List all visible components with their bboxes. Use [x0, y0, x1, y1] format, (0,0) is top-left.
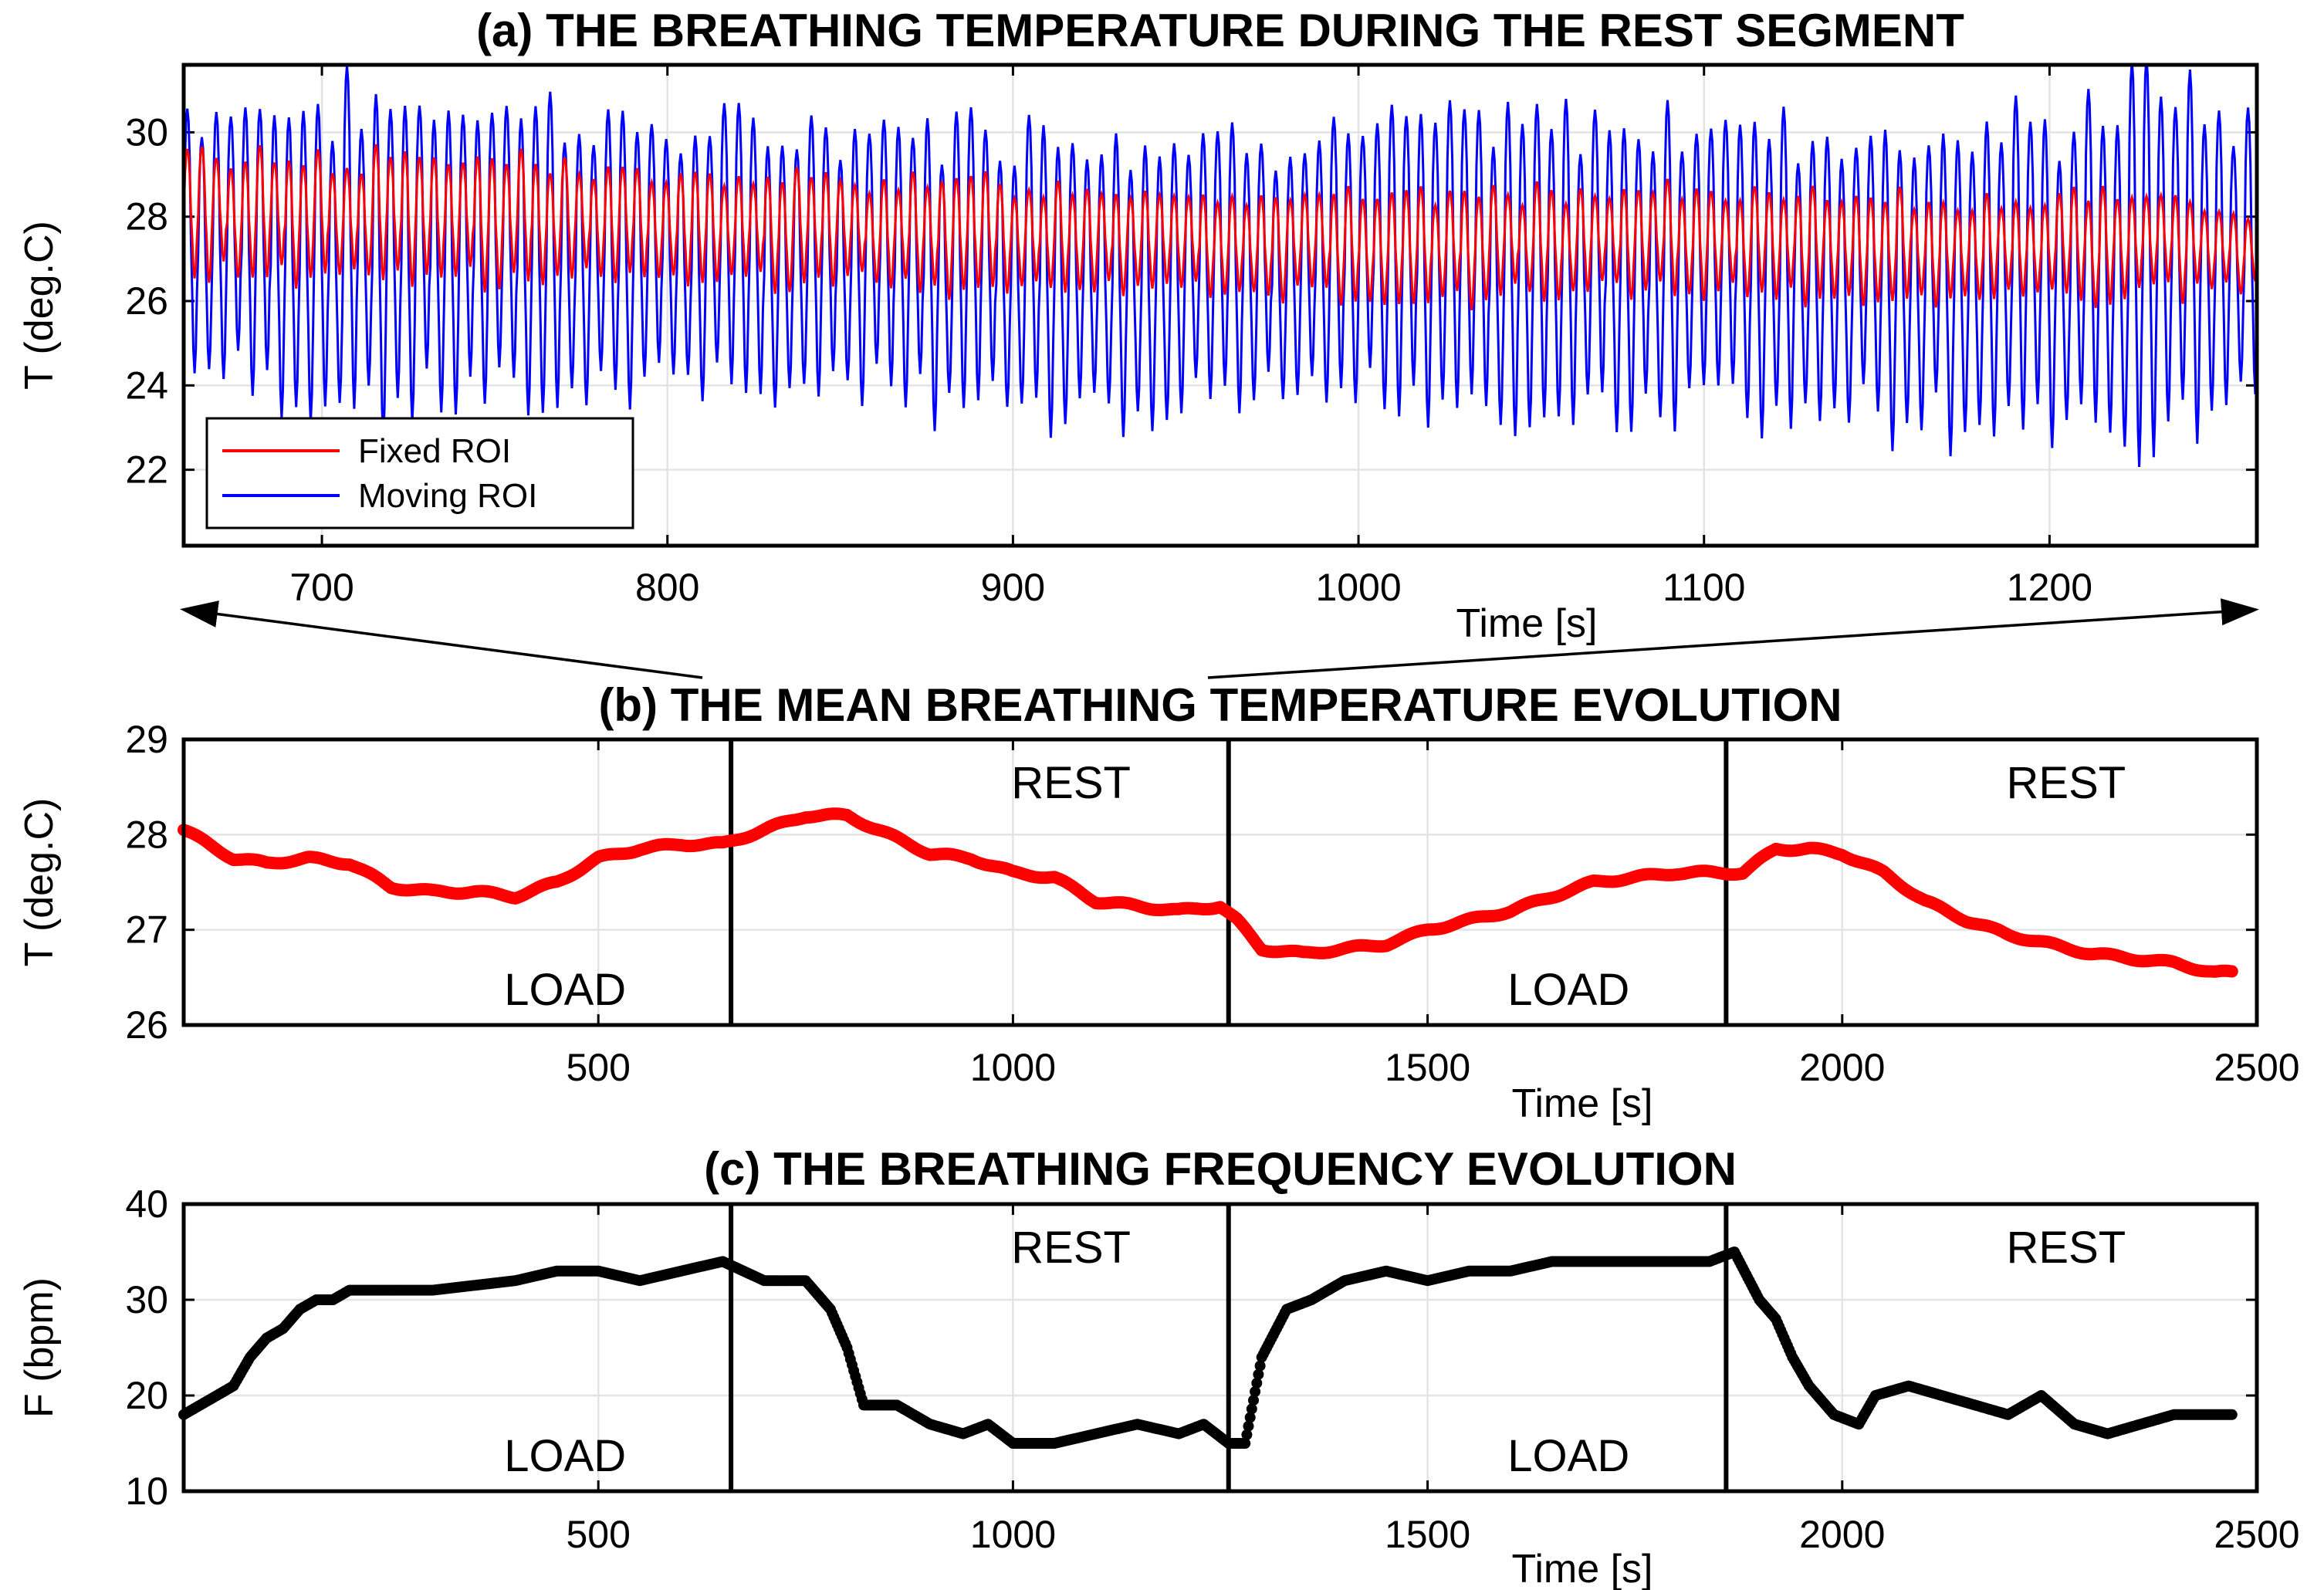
y-tick-label: 40 — [125, 1182, 168, 1226]
x-tick-label: 1100 — [1663, 566, 1746, 609]
segment-label-rest: REST — [2007, 758, 2126, 808]
series-dots — [178, 1247, 2238, 1449]
zoom-arrow-right — [1207, 598, 2259, 679]
x-tick-label: 700 — [289, 566, 354, 609]
x-tick-label: 1000 — [1315, 566, 1401, 609]
data-point — [1248, 1395, 1259, 1406]
legend: Fixed ROI Moving ROI — [205, 417, 634, 529]
chart-title: (b) THE MEAN BREATHING TEMPERATURE EVOLU… — [598, 679, 1842, 731]
y-tick-label: 22 — [125, 448, 168, 492]
data-point — [1254, 1360, 1266, 1372]
x-tick-label: 1000 — [970, 1046, 1056, 1089]
y-tick-label: 28 — [125, 195, 168, 238]
y-tick-label: 26 — [125, 279, 168, 323]
data-point — [1246, 1403, 1257, 1415]
x-tick-label: 2000 — [1799, 1046, 1885, 1089]
data-point — [1250, 1386, 1261, 1397]
data-point — [1240, 1438, 1251, 1449]
zoom-arrows — [180, 598, 2259, 679]
segment-label-load: LOAD — [504, 1431, 626, 1481]
y-axis-label: T (deg.C) — [17, 798, 62, 967]
y-axis-label: T (deg.C) — [17, 221, 62, 390]
chart-title: (c) THE BREATHING FREQUENCY EVOLUTION — [704, 1143, 1737, 1195]
y-tick-label: 24 — [125, 364, 168, 407]
series-dots — [178, 807, 2238, 978]
x-axis-label: Time [s] — [1512, 1547, 1653, 1590]
plot-frame — [181, 737, 2259, 1027]
x-tick-label: 500 — [566, 1046, 630, 1089]
x-tick-label: 1500 — [1385, 1513, 1470, 1556]
data-point — [1244, 1412, 1256, 1423]
panel-a: 700 800 900 1000 1100 1200 22 24 26 28 30 (a) THE B… — [17, 5, 2259, 646]
x-tick-label: 2500 — [2214, 1513, 2299, 1556]
x-tick-label: 1200 — [2007, 566, 2092, 609]
x-tick-label: 800 — [635, 566, 699, 609]
y-tick-label: 30 — [125, 110, 168, 154]
x-axis-label: Time [s] — [1456, 601, 1598, 646]
legend-box — [205, 417, 634, 529]
panel-c: 500 1000 1500 2000 2500 10 20 30 40 (c) THE BREAT… — [17, 1143, 2300, 1590]
series-line-fixed-roi — [184, 144, 2257, 310]
y-tick-label: 20 — [125, 1374, 168, 1417]
data-point — [1243, 1420, 1254, 1432]
series-line-moving-roi — [184, 65, 2257, 467]
y-tick-label: 27 — [125, 908, 168, 952]
zoom-arrow-left — [180, 600, 703, 679]
x-tick-label: 2500 — [2214, 1046, 2299, 1089]
segment-label-load: LOAD — [1507, 965, 1629, 1015]
chart-title: (a) THE BREATHING TEMPERATURE DURING THE… — [476, 5, 1964, 56]
x-tick-label: 900 — [981, 566, 1045, 609]
data-point — [2225, 965, 2238, 978]
data-point — [1251, 1377, 1263, 1389]
legend-label: Moving ROI — [358, 477, 537, 515]
segment-label-rest: REST — [1011, 1223, 1131, 1273]
x-tick-label: 1500 — [1385, 1046, 1470, 1089]
y-tick-label: 10 — [125, 1470, 168, 1513]
y-tick-label: 26 — [125, 1003, 168, 1047]
segment-label-load: LOAD — [504, 965, 626, 1015]
legend-label: Fixed ROI — [358, 432, 511, 470]
x-tick-label: 2000 — [1799, 1513, 1885, 1556]
x-tick-label: 500 — [566, 1513, 630, 1556]
y-tick-label: 28 — [125, 813, 168, 856]
x-tick-label: 1000 — [970, 1513, 1056, 1556]
plot-frame — [181, 1202, 2259, 1494]
data-point — [1241, 1429, 1253, 1440]
y-tick-label: 29 — [125, 718, 168, 761]
panel-b: 500 1000 1500 2000 2500 26 27 28 29 (b) THE MEAN … — [17, 679, 2300, 1126]
segment-label-rest: REST — [1011, 758, 1131, 808]
data-point — [2226, 1409, 2238, 1420]
y-tick-label: 30 — [125, 1278, 168, 1321]
x-axis-label: Time [s] — [1512, 1081, 1653, 1126]
segment-label-rest: REST — [2007, 1223, 2126, 1273]
y-axis-label: F (bpm) — [17, 1277, 62, 1418]
segment-label-load: LOAD — [1507, 1431, 1629, 1481]
data-point — [1253, 1368, 1264, 1380]
plot-frame — [181, 63, 2259, 548]
